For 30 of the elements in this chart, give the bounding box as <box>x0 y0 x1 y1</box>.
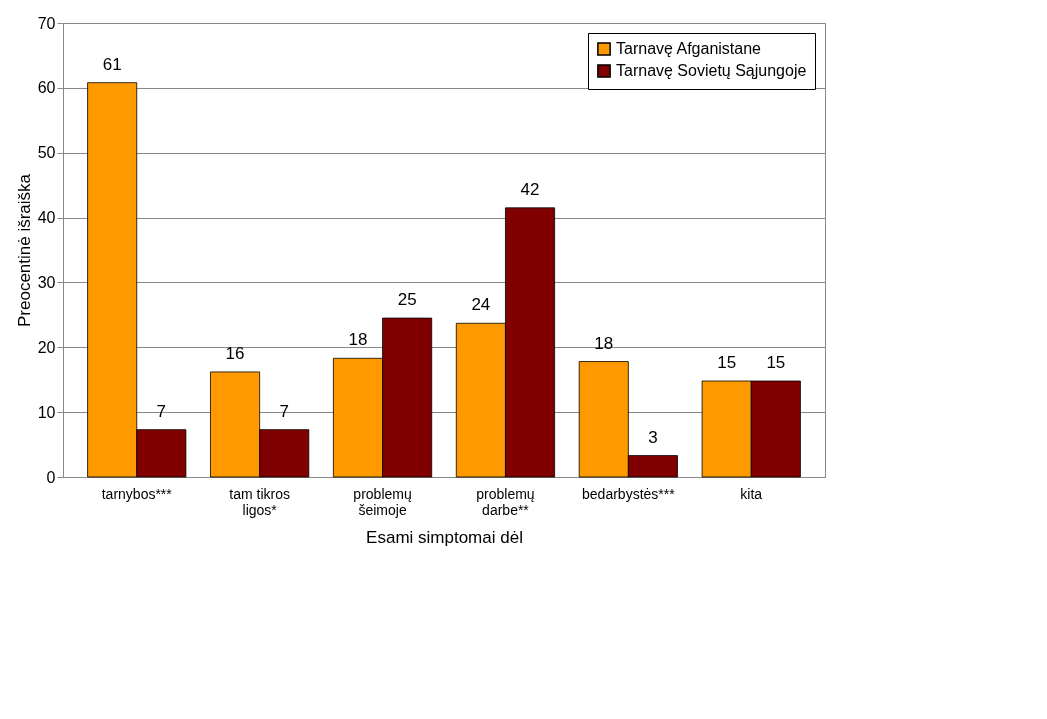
x-axis-title: Esami simptomai dėl <box>366 527 523 547</box>
y-tick-label: 0 <box>46 468 56 486</box>
data-label: 25 <box>397 290 417 310</box>
data-label: 61 <box>102 54 122 74</box>
data-label: 18 <box>348 330 368 350</box>
data-label: 15 <box>766 353 786 373</box>
y-tick-label: 20 <box>37 338 56 356</box>
legend-label: Tarnavę Sovietų Sąjungoje <box>616 62 807 79</box>
y-tick-label: 60 <box>37 79 56 97</box>
data-label: 18 <box>594 333 614 353</box>
x-tick-label: bedarbystės*** <box>582 485 676 502</box>
y-tick-label: 50 <box>37 144 56 162</box>
x-tick-label: problemų šeimoje <box>353 485 412 518</box>
data-label: 7 <box>156 401 167 421</box>
x-tick-label: kita <box>740 485 763 502</box>
y-tick-label: 70 <box>37 14 56 32</box>
data-label: 16 <box>225 343 245 363</box>
data-label: 15 <box>717 353 737 373</box>
y-tick-label: 30 <box>37 273 56 291</box>
x-tick-label: problemų darbe** <box>476 485 535 518</box>
x-tick-label: tam tikros ligos* <box>229 485 290 518</box>
data-label: 24 <box>471 295 491 315</box>
x-tick-label: tarnybos*** <box>101 485 173 502</box>
y-axis-title: Preocentinė išraiška <box>14 173 34 328</box>
y-tick-label: 10 <box>37 403 56 421</box>
data-label: 7 <box>279 401 289 421</box>
y-tick-label: 40 <box>37 209 56 227</box>
legend-label: Tarnavę Afganistane <box>616 40 762 57</box>
data-label: 42 <box>520 179 540 199</box>
data-label: 3 <box>648 427 658 447</box>
